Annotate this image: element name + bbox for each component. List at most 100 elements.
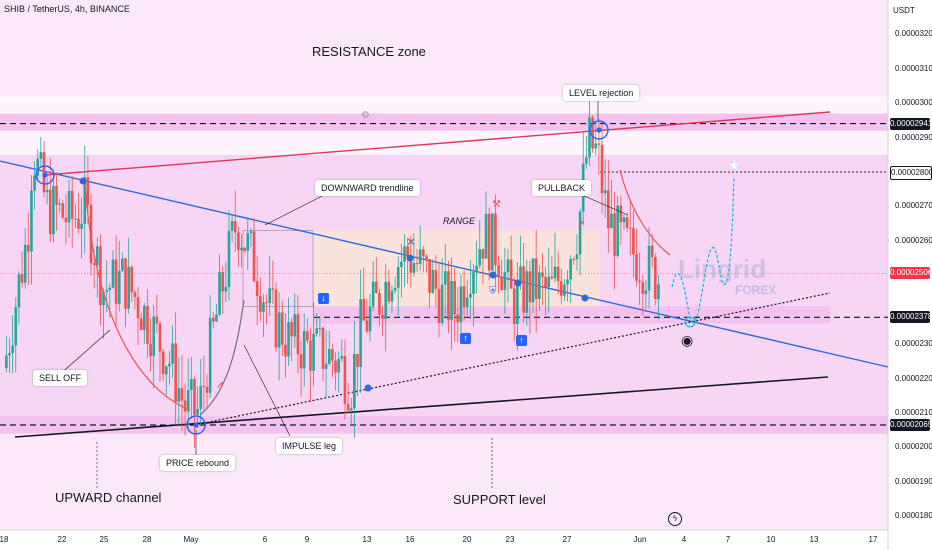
range-label: RANGE <box>443 216 476 226</box>
candle-body <box>5 355 8 369</box>
candle-body <box>371 281 375 307</box>
cross-icon: ✕ <box>406 235 416 249</box>
candle-body <box>11 345 14 353</box>
candle-body <box>293 314 297 337</box>
resistance-trendline <box>44 111 831 176</box>
candle-body <box>164 366 168 375</box>
candle-body <box>500 276 504 290</box>
candle-body <box>327 349 331 364</box>
candle-body <box>575 254 579 260</box>
candle-body <box>102 291 105 306</box>
candle-body <box>606 190 610 229</box>
candle-body <box>538 272 541 299</box>
x-tick-label: 13 <box>362 535 372 544</box>
candle-body <box>161 351 165 375</box>
candle-body <box>321 327 325 369</box>
candle-body <box>227 230 231 287</box>
candle-body <box>265 302 268 304</box>
candle-body <box>208 317 212 393</box>
candle-body <box>437 288 441 324</box>
candle-body <box>534 258 538 299</box>
candle-body <box>465 297 469 308</box>
x-tick-label: 17 <box>868 535 878 544</box>
candle-body <box>45 189 49 193</box>
candle-body <box>306 331 309 341</box>
candle-body <box>509 259 513 289</box>
y-tick-label: 0.00001800 <box>895 511 932 521</box>
price-tag: 0.00002800 <box>890 166 932 181</box>
candle-body <box>594 143 598 149</box>
sell-off-label: SELL OFF <box>33 370 88 386</box>
candle-body <box>403 246 406 262</box>
candle-body <box>578 211 582 255</box>
candle-body <box>644 290 648 294</box>
candle-body <box>237 232 240 251</box>
eye-icon: ◉ <box>681 332 694 348</box>
candle-body <box>30 190 33 252</box>
candle-body <box>541 272 544 278</box>
candle-body <box>497 265 500 277</box>
resistance-zone <box>0 113 888 131</box>
candle-body <box>334 360 337 373</box>
candle-body <box>246 233 250 251</box>
trend-touch-dot <box>514 279 522 287</box>
pullback-label: PULLBACK <box>532 180 592 196</box>
candle-body <box>487 213 491 271</box>
trend-touch-dot <box>79 177 87 185</box>
x-tick-label: 6 <box>262 535 268 544</box>
candle-body <box>186 390 190 412</box>
candle-body <box>105 290 108 292</box>
shield-icon: ⛨ <box>489 286 497 297</box>
downward-trendline-label: DOWNWARD trendline <box>315 180 420 196</box>
pivot-dot <box>42 172 48 178</box>
candle-body <box>450 281 453 320</box>
candle-body <box>378 292 381 315</box>
candle-body <box>528 271 532 303</box>
candle-body <box>205 386 209 393</box>
candle-body <box>70 191 74 219</box>
candle-body <box>130 266 134 293</box>
x-tick-label: 4 <box>681 535 687 544</box>
candle-body <box>86 177 90 205</box>
candle-body <box>616 205 619 256</box>
candle-body <box>143 305 146 331</box>
lightning-icon[interactable]: ϟ <box>668 512 682 526</box>
candle-body <box>20 274 24 283</box>
x-tick-label: May <box>183 535 199 544</box>
candle-body <box>299 354 303 369</box>
x-tick-label: 25 <box>99 535 109 544</box>
candle-body <box>632 227 635 255</box>
candle-body <box>622 217 626 223</box>
candle-body <box>556 266 560 282</box>
x-tick-label: 7 <box>725 535 731 544</box>
candle-body <box>353 353 356 409</box>
candle-body <box>27 244 30 252</box>
candle-body <box>14 307 18 346</box>
candle-body <box>64 217 68 223</box>
candle-body <box>280 312 284 345</box>
candle-body <box>8 352 11 356</box>
candle-body <box>569 258 572 280</box>
candle-body <box>177 388 181 402</box>
candle-body <box>17 274 21 308</box>
candle-body <box>262 302 265 312</box>
candle-body <box>318 327 322 329</box>
candle-body <box>42 152 46 193</box>
rocket-up-icon: ➚ <box>216 380 224 391</box>
candle-body <box>52 185 55 235</box>
candle-body <box>155 316 159 324</box>
candle-body <box>563 284 566 296</box>
candle-body <box>600 144 604 194</box>
candle-body <box>544 277 547 288</box>
candle-body <box>121 258 124 271</box>
connector <box>264 191 331 226</box>
candle-body <box>512 288 516 324</box>
candle-body <box>271 288 275 290</box>
candle-body <box>434 270 438 289</box>
x-tick-label: 23 <box>505 535 515 544</box>
